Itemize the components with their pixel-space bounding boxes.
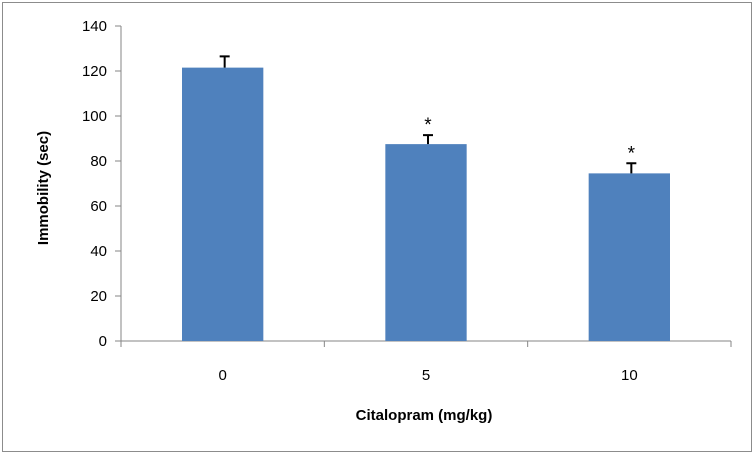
y-tick-label: 40 [90, 243, 107, 260]
y-axis-title: Immobility (sec) [35, 131, 52, 245]
significance-marker: * [424, 115, 432, 136]
bar [182, 67, 264, 341]
x-axis: 0 5 10 [120, 340, 732, 384]
y-tick-label: 60 [90, 198, 107, 215]
y-tick-label: 0 [99, 333, 107, 350]
x-tick-label: 5 [422, 367, 430, 384]
bar [588, 173, 670, 341]
significance-marker: * [628, 143, 636, 164]
y-tick-label: 80 [90, 153, 107, 170]
y-tick-label: 120 [82, 63, 107, 80]
bar [385, 144, 467, 341]
x-axis-title: Citalopram (mg/kg) [356, 407, 493, 424]
y-axis: 0 20 40 60 80 100 120 140 [82, 18, 122, 350]
bars: ** [182, 55, 670, 341]
x-tick-label: 10 [621, 367, 638, 384]
y-tick-label: 20 [90, 288, 107, 305]
y-tick-label: 100 [82, 108, 107, 125]
x-tick-label: 0 [218, 367, 226, 384]
y-tick-label: 140 [82, 18, 107, 35]
